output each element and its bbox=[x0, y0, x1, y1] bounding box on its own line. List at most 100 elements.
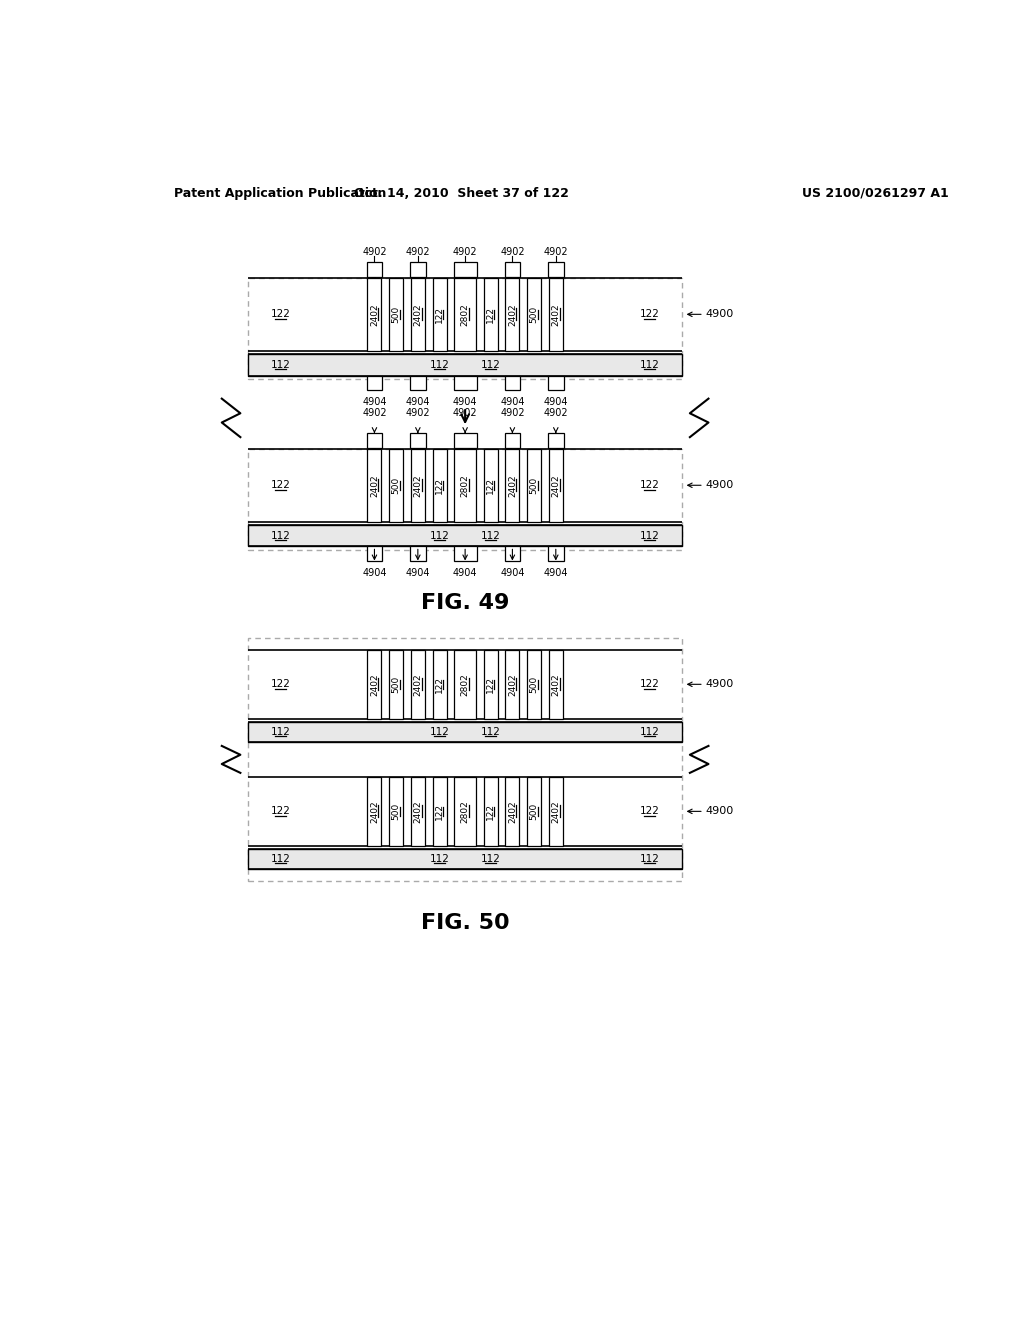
Bar bbox=[368, 277, 381, 351]
Bar bbox=[455, 776, 476, 846]
Text: 4904: 4904 bbox=[544, 568, 568, 578]
Bar bbox=[548, 263, 563, 277]
Text: 2402: 2402 bbox=[551, 673, 560, 696]
Bar bbox=[389, 776, 403, 846]
Bar bbox=[389, 649, 403, 719]
Text: US 2100/0261297 A1: US 2100/0261297 A1 bbox=[802, 186, 949, 199]
Bar bbox=[411, 449, 425, 521]
Text: 4904: 4904 bbox=[500, 397, 524, 408]
Text: 112: 112 bbox=[430, 727, 450, 737]
Text: 500: 500 bbox=[529, 306, 539, 323]
Bar bbox=[483, 277, 498, 351]
Text: 4902: 4902 bbox=[453, 247, 477, 256]
Text: 122: 122 bbox=[435, 306, 444, 323]
Text: 2402: 2402 bbox=[370, 474, 379, 496]
Text: 4900: 4900 bbox=[706, 309, 733, 319]
Text: 122: 122 bbox=[270, 807, 291, 816]
Bar bbox=[368, 649, 381, 719]
Bar bbox=[527, 449, 541, 521]
Text: 4904: 4904 bbox=[406, 568, 430, 578]
Bar bbox=[248, 449, 682, 549]
Text: 4904: 4904 bbox=[500, 568, 524, 578]
Bar bbox=[411, 277, 425, 351]
Bar bbox=[455, 449, 476, 521]
Text: 2402: 2402 bbox=[370, 673, 379, 696]
Text: 112: 112 bbox=[430, 360, 450, 370]
Text: 112: 112 bbox=[480, 531, 501, 541]
Bar bbox=[367, 546, 382, 561]
Text: 112: 112 bbox=[270, 854, 291, 865]
Text: 2802: 2802 bbox=[461, 800, 470, 822]
Bar bbox=[410, 263, 426, 277]
Text: 2402: 2402 bbox=[508, 304, 517, 326]
Text: 122: 122 bbox=[486, 477, 496, 494]
Bar bbox=[454, 263, 477, 277]
Text: 4904: 4904 bbox=[453, 568, 477, 578]
Bar bbox=[483, 449, 498, 521]
Bar bbox=[248, 722, 682, 742]
Text: 122: 122 bbox=[486, 803, 496, 820]
Text: 2402: 2402 bbox=[508, 474, 517, 496]
Text: 112: 112 bbox=[640, 360, 659, 370]
Bar bbox=[549, 776, 563, 846]
Bar bbox=[455, 277, 476, 351]
Text: 4902: 4902 bbox=[544, 408, 568, 417]
Text: 2402: 2402 bbox=[551, 474, 560, 496]
Bar bbox=[505, 376, 520, 391]
Text: 4902: 4902 bbox=[453, 408, 477, 417]
Bar bbox=[367, 263, 382, 277]
Text: 112: 112 bbox=[430, 854, 450, 865]
Text: 500: 500 bbox=[391, 676, 400, 693]
Text: 2402: 2402 bbox=[551, 800, 560, 822]
Text: 112: 112 bbox=[270, 531, 291, 541]
Bar bbox=[506, 649, 519, 719]
Text: 500: 500 bbox=[529, 803, 539, 820]
Text: 122: 122 bbox=[640, 807, 659, 816]
Bar bbox=[483, 776, 498, 846]
Text: 112: 112 bbox=[640, 727, 659, 737]
Text: 4902: 4902 bbox=[500, 408, 524, 417]
Text: 112: 112 bbox=[270, 727, 291, 737]
Bar bbox=[248, 638, 682, 880]
Bar bbox=[389, 449, 403, 521]
Text: 2802: 2802 bbox=[461, 304, 470, 326]
Text: 112: 112 bbox=[480, 727, 501, 737]
Bar bbox=[248, 354, 682, 376]
Bar bbox=[367, 433, 382, 447]
Text: 4902: 4902 bbox=[406, 408, 430, 417]
Text: 4900: 4900 bbox=[706, 807, 733, 816]
Bar bbox=[411, 776, 425, 846]
Bar bbox=[548, 546, 563, 561]
Bar bbox=[432, 449, 446, 521]
Text: 4904: 4904 bbox=[362, 568, 387, 578]
Text: 2802: 2802 bbox=[461, 474, 470, 496]
Text: 2402: 2402 bbox=[508, 673, 517, 696]
Bar bbox=[506, 449, 519, 521]
Text: 500: 500 bbox=[391, 803, 400, 820]
Text: 2402: 2402 bbox=[370, 304, 379, 326]
Text: 4902: 4902 bbox=[362, 247, 387, 256]
Bar bbox=[527, 649, 541, 719]
Bar bbox=[527, 277, 541, 351]
Bar bbox=[432, 776, 446, 846]
Text: 122: 122 bbox=[435, 803, 444, 820]
Bar bbox=[505, 546, 520, 561]
Bar bbox=[505, 263, 520, 277]
Text: 500: 500 bbox=[529, 676, 539, 693]
Text: 2402: 2402 bbox=[414, 800, 422, 822]
Text: 122: 122 bbox=[640, 309, 659, 319]
Text: 122: 122 bbox=[435, 676, 444, 693]
Bar bbox=[549, 277, 563, 351]
Text: 2402: 2402 bbox=[508, 800, 517, 822]
Text: 4902: 4902 bbox=[362, 408, 387, 417]
Bar bbox=[410, 546, 426, 561]
Text: 2402: 2402 bbox=[414, 474, 422, 496]
Text: FIG. 50: FIG. 50 bbox=[421, 913, 509, 933]
Text: 4902: 4902 bbox=[500, 247, 524, 256]
Bar bbox=[506, 776, 519, 846]
Bar bbox=[527, 776, 541, 846]
Text: 122: 122 bbox=[486, 306, 496, 323]
Bar bbox=[432, 649, 446, 719]
Text: Oct. 14, 2010  Sheet 37 of 122: Oct. 14, 2010 Sheet 37 of 122 bbox=[354, 186, 568, 199]
Text: 4900: 4900 bbox=[706, 480, 733, 490]
